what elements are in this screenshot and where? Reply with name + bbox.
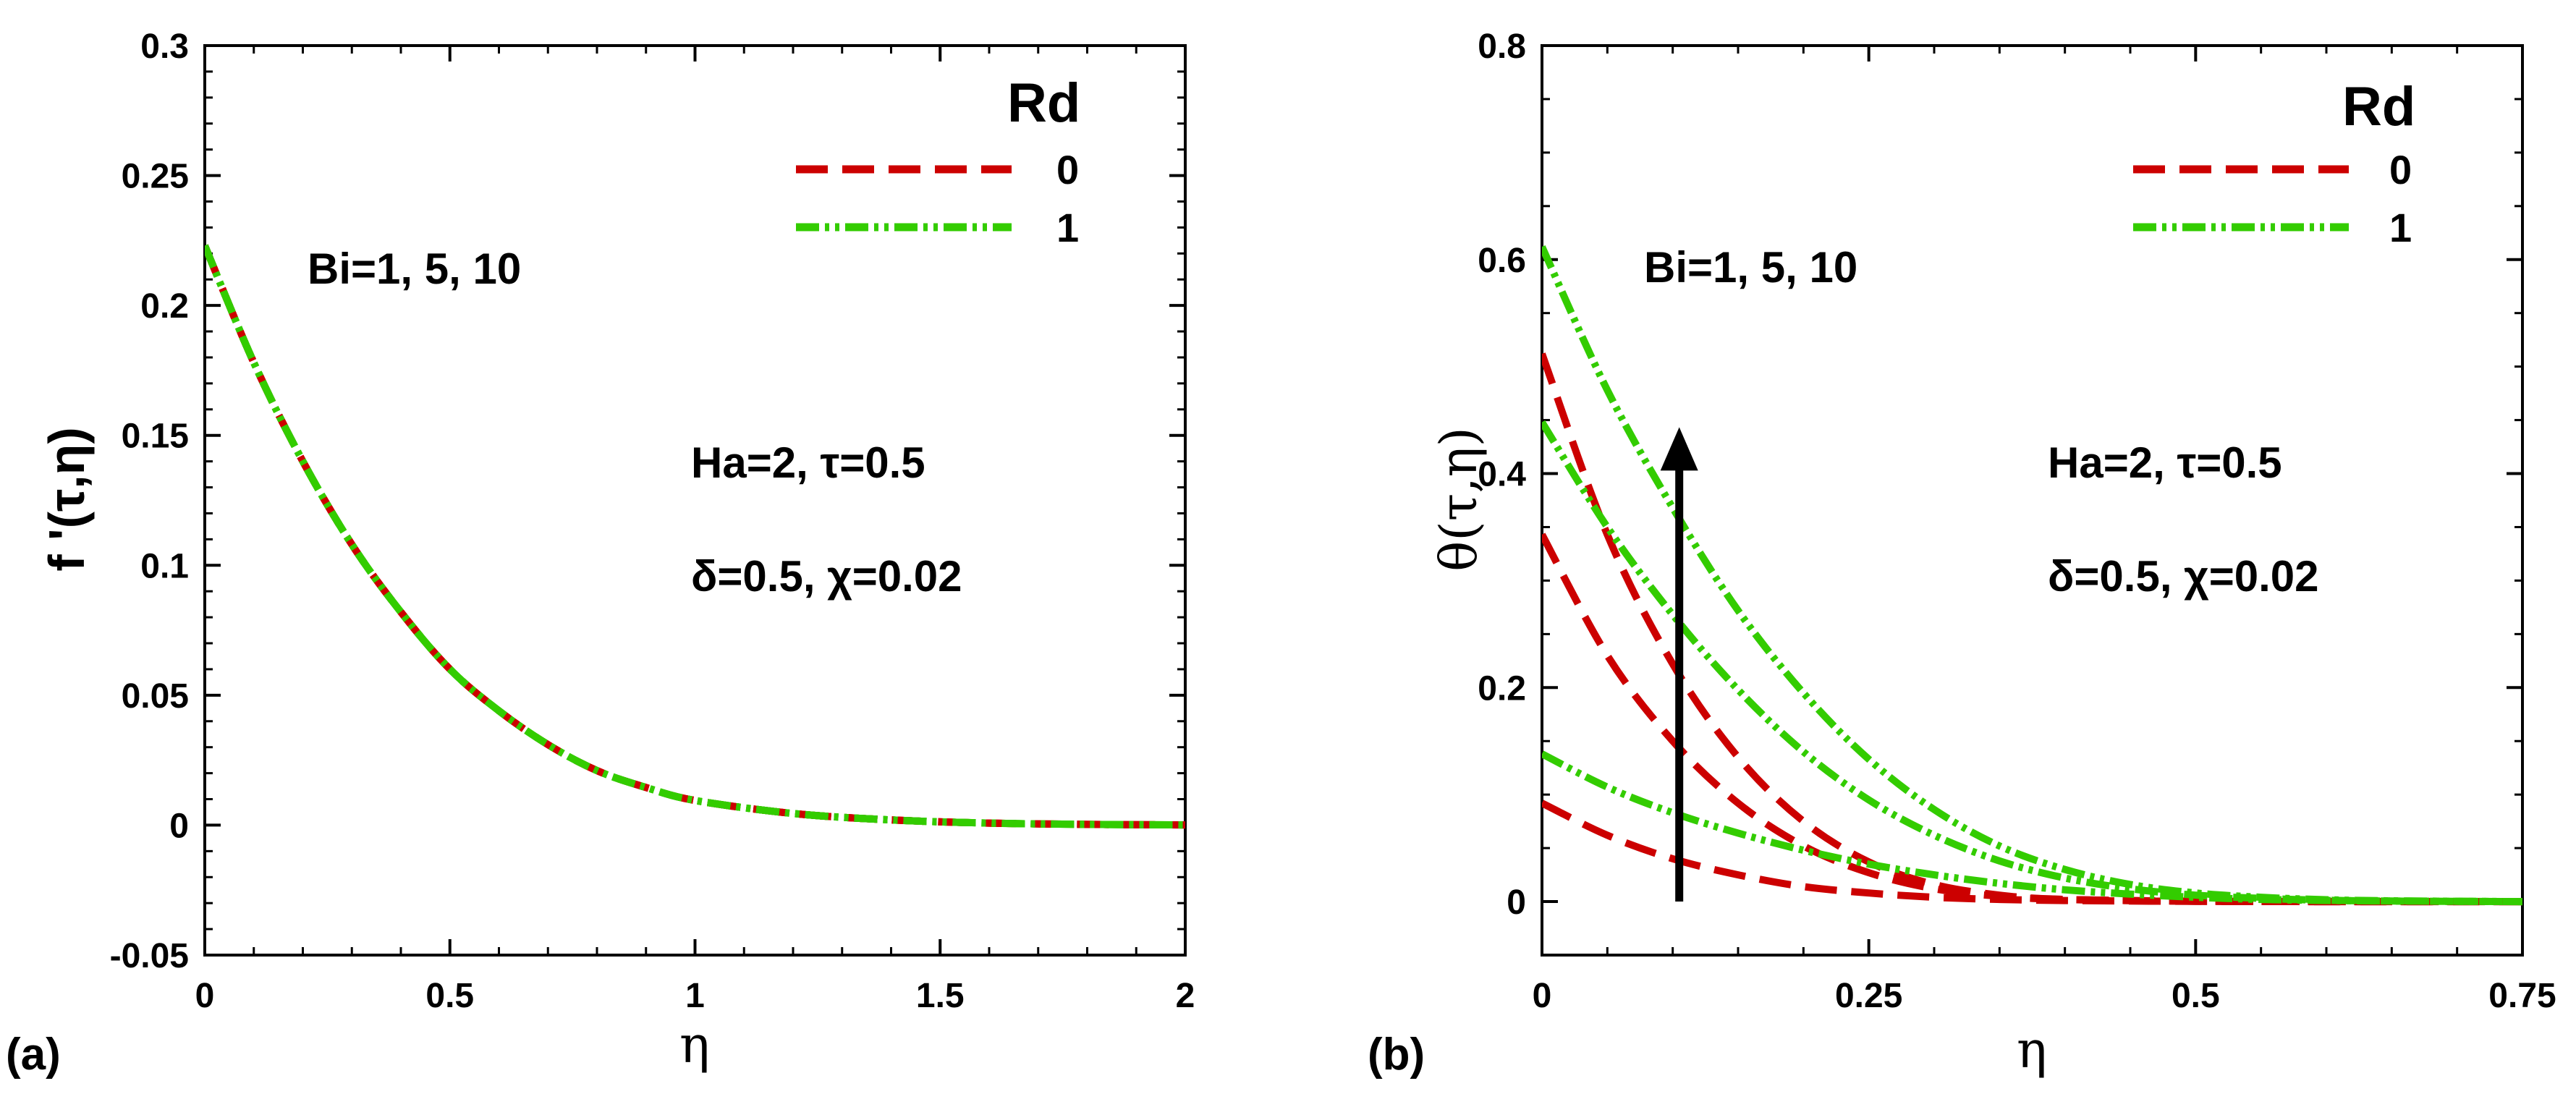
series-line-rd-0 (205, 244, 1185, 829)
annotation-delta-chi: δ=0.5, χ=0.02 (2048, 552, 2319, 601)
x-tick-label: 0.25 (1835, 977, 1902, 1015)
x-axis-title: η (679, 1015, 710, 1074)
x-tick-label: 1.5 (916, 977, 965, 1015)
series-line-rd-1 (1542, 420, 2522, 906)
y-tick-label: 0 (169, 807, 189, 845)
legend-label: 1 (2389, 205, 2412, 250)
y-tick-label: 0.8 (1478, 27, 1526, 66)
axis-ticks-b: 0 0.25 0.5 0.75 0 0.2 0.4 0.6 0.8 (1478, 27, 2556, 1015)
series-line-rd-1 (205, 244, 1185, 829)
y-tick-label: 0.25 (122, 158, 189, 196)
annotation-bi: Bi=1, 5, 10 (1644, 243, 1857, 292)
y-tick-label: 0.15 (122, 417, 189, 456)
legend-label: 0 (1056, 147, 1079, 192)
panel-label: (a) (6, 1030, 61, 1080)
y-tick-label: -0.05 (110, 937, 189, 975)
x-axis-title: η (2017, 1020, 2047, 1080)
annotation-ha-tau: Ha=2, τ=0.5 (691, 438, 925, 487)
y-tick-label: 0.4 (1478, 456, 1526, 494)
legend-label: 1 (1056, 205, 1079, 250)
curves-b (1542, 245, 2522, 906)
annotation-bi: Bi=1, 5, 10 (308, 245, 521, 293)
x-tick-label: 0 (1533, 977, 1552, 1015)
legend-label: 0 (2389, 147, 2412, 192)
y-tick-label: 0.6 (1478, 242, 1526, 280)
x-tick-label: 2 (1176, 977, 1195, 1015)
y-axis-title: f '(τ,η) (38, 427, 95, 571)
panel-label: (b) (1368, 1030, 1425, 1080)
y-tick-label: 0.1 (140, 547, 189, 585)
x-tick-label: 0 (195, 977, 215, 1015)
series-line-rd-1 (205, 244, 1185, 829)
series-line-rd-1 (205, 244, 1185, 829)
arrow-head (1660, 427, 1698, 471)
x-tick-label: 1 (685, 977, 705, 1015)
y-tick-label: 0 (1507, 883, 1526, 922)
legend-title: Rd (2342, 76, 2415, 137)
y-tick-label: 0.2 (140, 287, 189, 326)
legend-title: Rd (1007, 72, 1080, 134)
panel-b: 0 0.25 0.5 0.75 0 0.2 0.4 0.6 0.8 η θ(τ,η) (b) R… (1368, 27, 2556, 1080)
y-axis-title: θ(τ,η) (1429, 427, 1488, 572)
bi-arrow (1660, 427, 1698, 902)
series-line-rd-0 (205, 244, 1185, 829)
y-tick-label: 0.05 (122, 677, 189, 716)
x-tick-label: 0.5 (2172, 977, 2220, 1015)
x-tick-label: 0.75 (2488, 977, 2556, 1015)
series-line-rd-0 (205, 244, 1185, 829)
series-line-rd-1 (1542, 245, 2522, 906)
y-tick-label: 0.2 (1478, 669, 1526, 708)
annotation-ha-tau: Ha=2, τ=0.5 (2048, 438, 2282, 487)
x-tick-label: 0.5 (425, 977, 474, 1015)
y-tick-label: 0.3 (140, 27, 189, 66)
curves-a (205, 244, 1185, 829)
series-line-rd-0 (1542, 533, 2522, 906)
annotation-delta-chi: δ=0.5, χ=0.02 (691, 552, 962, 601)
plot-frame-a (203, 44, 1187, 957)
plot-frame-b (1541, 44, 2524, 957)
series-line-rd-1 (1542, 750, 2522, 906)
